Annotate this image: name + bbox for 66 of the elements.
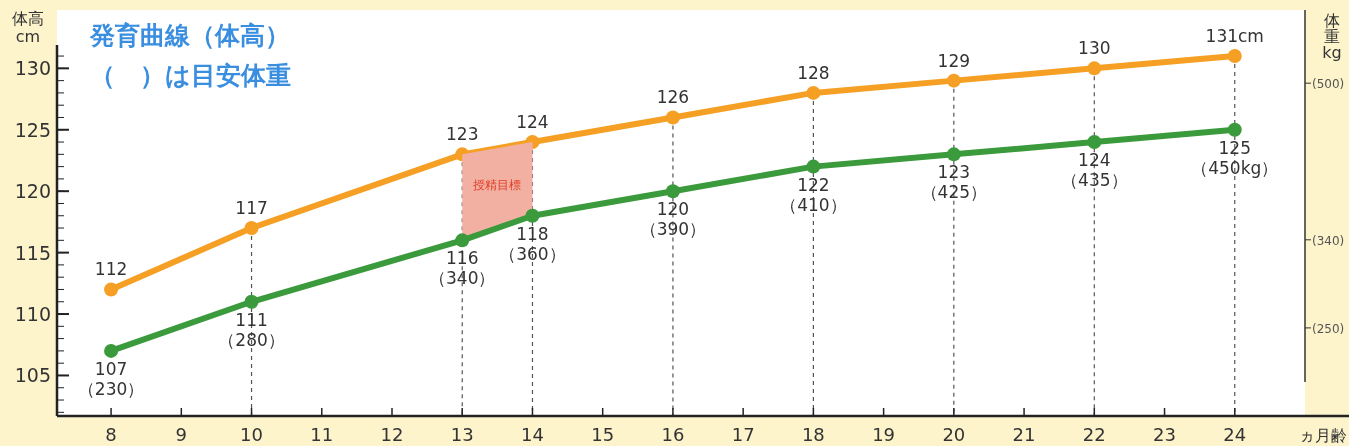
y-tick-label: 115 xyxy=(14,241,51,264)
data-label: 123 （425） xyxy=(920,162,988,203)
x-tick-label: 11 xyxy=(310,424,334,445)
data-label: 112 xyxy=(94,259,128,280)
x-tick-label: 24 xyxy=(1223,424,1247,445)
data-label: 120 （390） xyxy=(639,199,707,240)
x-tick-label: 12 xyxy=(380,424,404,445)
data-label: 129 xyxy=(937,50,971,71)
x-tick-label: 17 xyxy=(731,424,755,445)
y-tick-label: 105 xyxy=(14,364,51,387)
y2-tick-label: (500) xyxy=(1312,77,1345,92)
x-tick-label: 9 xyxy=(175,424,188,445)
x-tick-label: 21 xyxy=(1012,424,1036,445)
data-label: 116 （340） xyxy=(429,248,496,289)
data-label: 130 xyxy=(1078,38,1111,59)
y-tick-label: 130 xyxy=(14,57,51,80)
data-label: 107 （230） xyxy=(77,358,145,399)
y-tick-label: 120 xyxy=(14,180,51,203)
y2-axis-title: 体重kg xyxy=(1322,11,1342,62)
point xyxy=(665,184,680,199)
x-tick-label: 13 xyxy=(450,424,474,445)
point xyxy=(104,282,119,297)
x-tick-label: 15 xyxy=(591,424,615,445)
point xyxy=(1087,135,1102,150)
x-tick-label: 16 xyxy=(661,424,685,445)
point xyxy=(946,147,961,162)
point xyxy=(1227,49,1242,64)
point xyxy=(946,73,961,88)
x-tick-label: 10 xyxy=(240,424,263,445)
x-axis-title: ヵ月齢 xyxy=(1299,426,1347,445)
data-label: 126 xyxy=(656,87,690,108)
data-label: 131cm xyxy=(1205,26,1264,47)
point xyxy=(806,159,821,174)
point xyxy=(665,110,680,125)
point xyxy=(1087,61,1102,76)
data-label: 125 （450kg） xyxy=(1191,137,1279,178)
point xyxy=(525,208,540,223)
data-label: 117 xyxy=(235,198,268,219)
data-label: 111 （280） xyxy=(218,309,285,350)
point xyxy=(455,233,470,248)
data-label: 118 （360） xyxy=(499,223,566,264)
point xyxy=(244,294,259,309)
y-tick-label: 110 xyxy=(14,303,51,326)
chart-title: 発育曲線（体高） xyxy=(89,21,290,50)
x-tick-label: 20 xyxy=(942,424,966,445)
x-tick-label: 19 xyxy=(872,424,896,445)
y-axis-title: 体高 cm xyxy=(12,9,44,46)
x-tick-label: 18 xyxy=(801,424,825,445)
x-tick-label: 23 xyxy=(1153,424,1176,445)
data-label: 124 （435） xyxy=(1061,150,1128,191)
x-tick-label: 8 xyxy=(105,424,117,445)
annotation: 授精目標 xyxy=(473,178,522,193)
data-label: 122 （410） xyxy=(780,174,847,215)
text: （ ）は目安体重 xyxy=(90,61,291,90)
data-label: 123 xyxy=(446,124,479,145)
data-label: 124 xyxy=(516,112,549,133)
point xyxy=(104,343,119,358)
y-tick-label: 125 xyxy=(14,118,51,141)
y2-tick-label: (250) xyxy=(1312,321,1345,336)
point xyxy=(806,85,821,100)
point xyxy=(244,221,259,236)
data-label: 128 xyxy=(797,62,830,83)
x-tick-label: 14 xyxy=(521,424,544,445)
x-tick-label: 22 xyxy=(1082,424,1106,445)
point xyxy=(1227,122,1242,137)
y2-tick-label: (340) xyxy=(1312,233,1345,248)
